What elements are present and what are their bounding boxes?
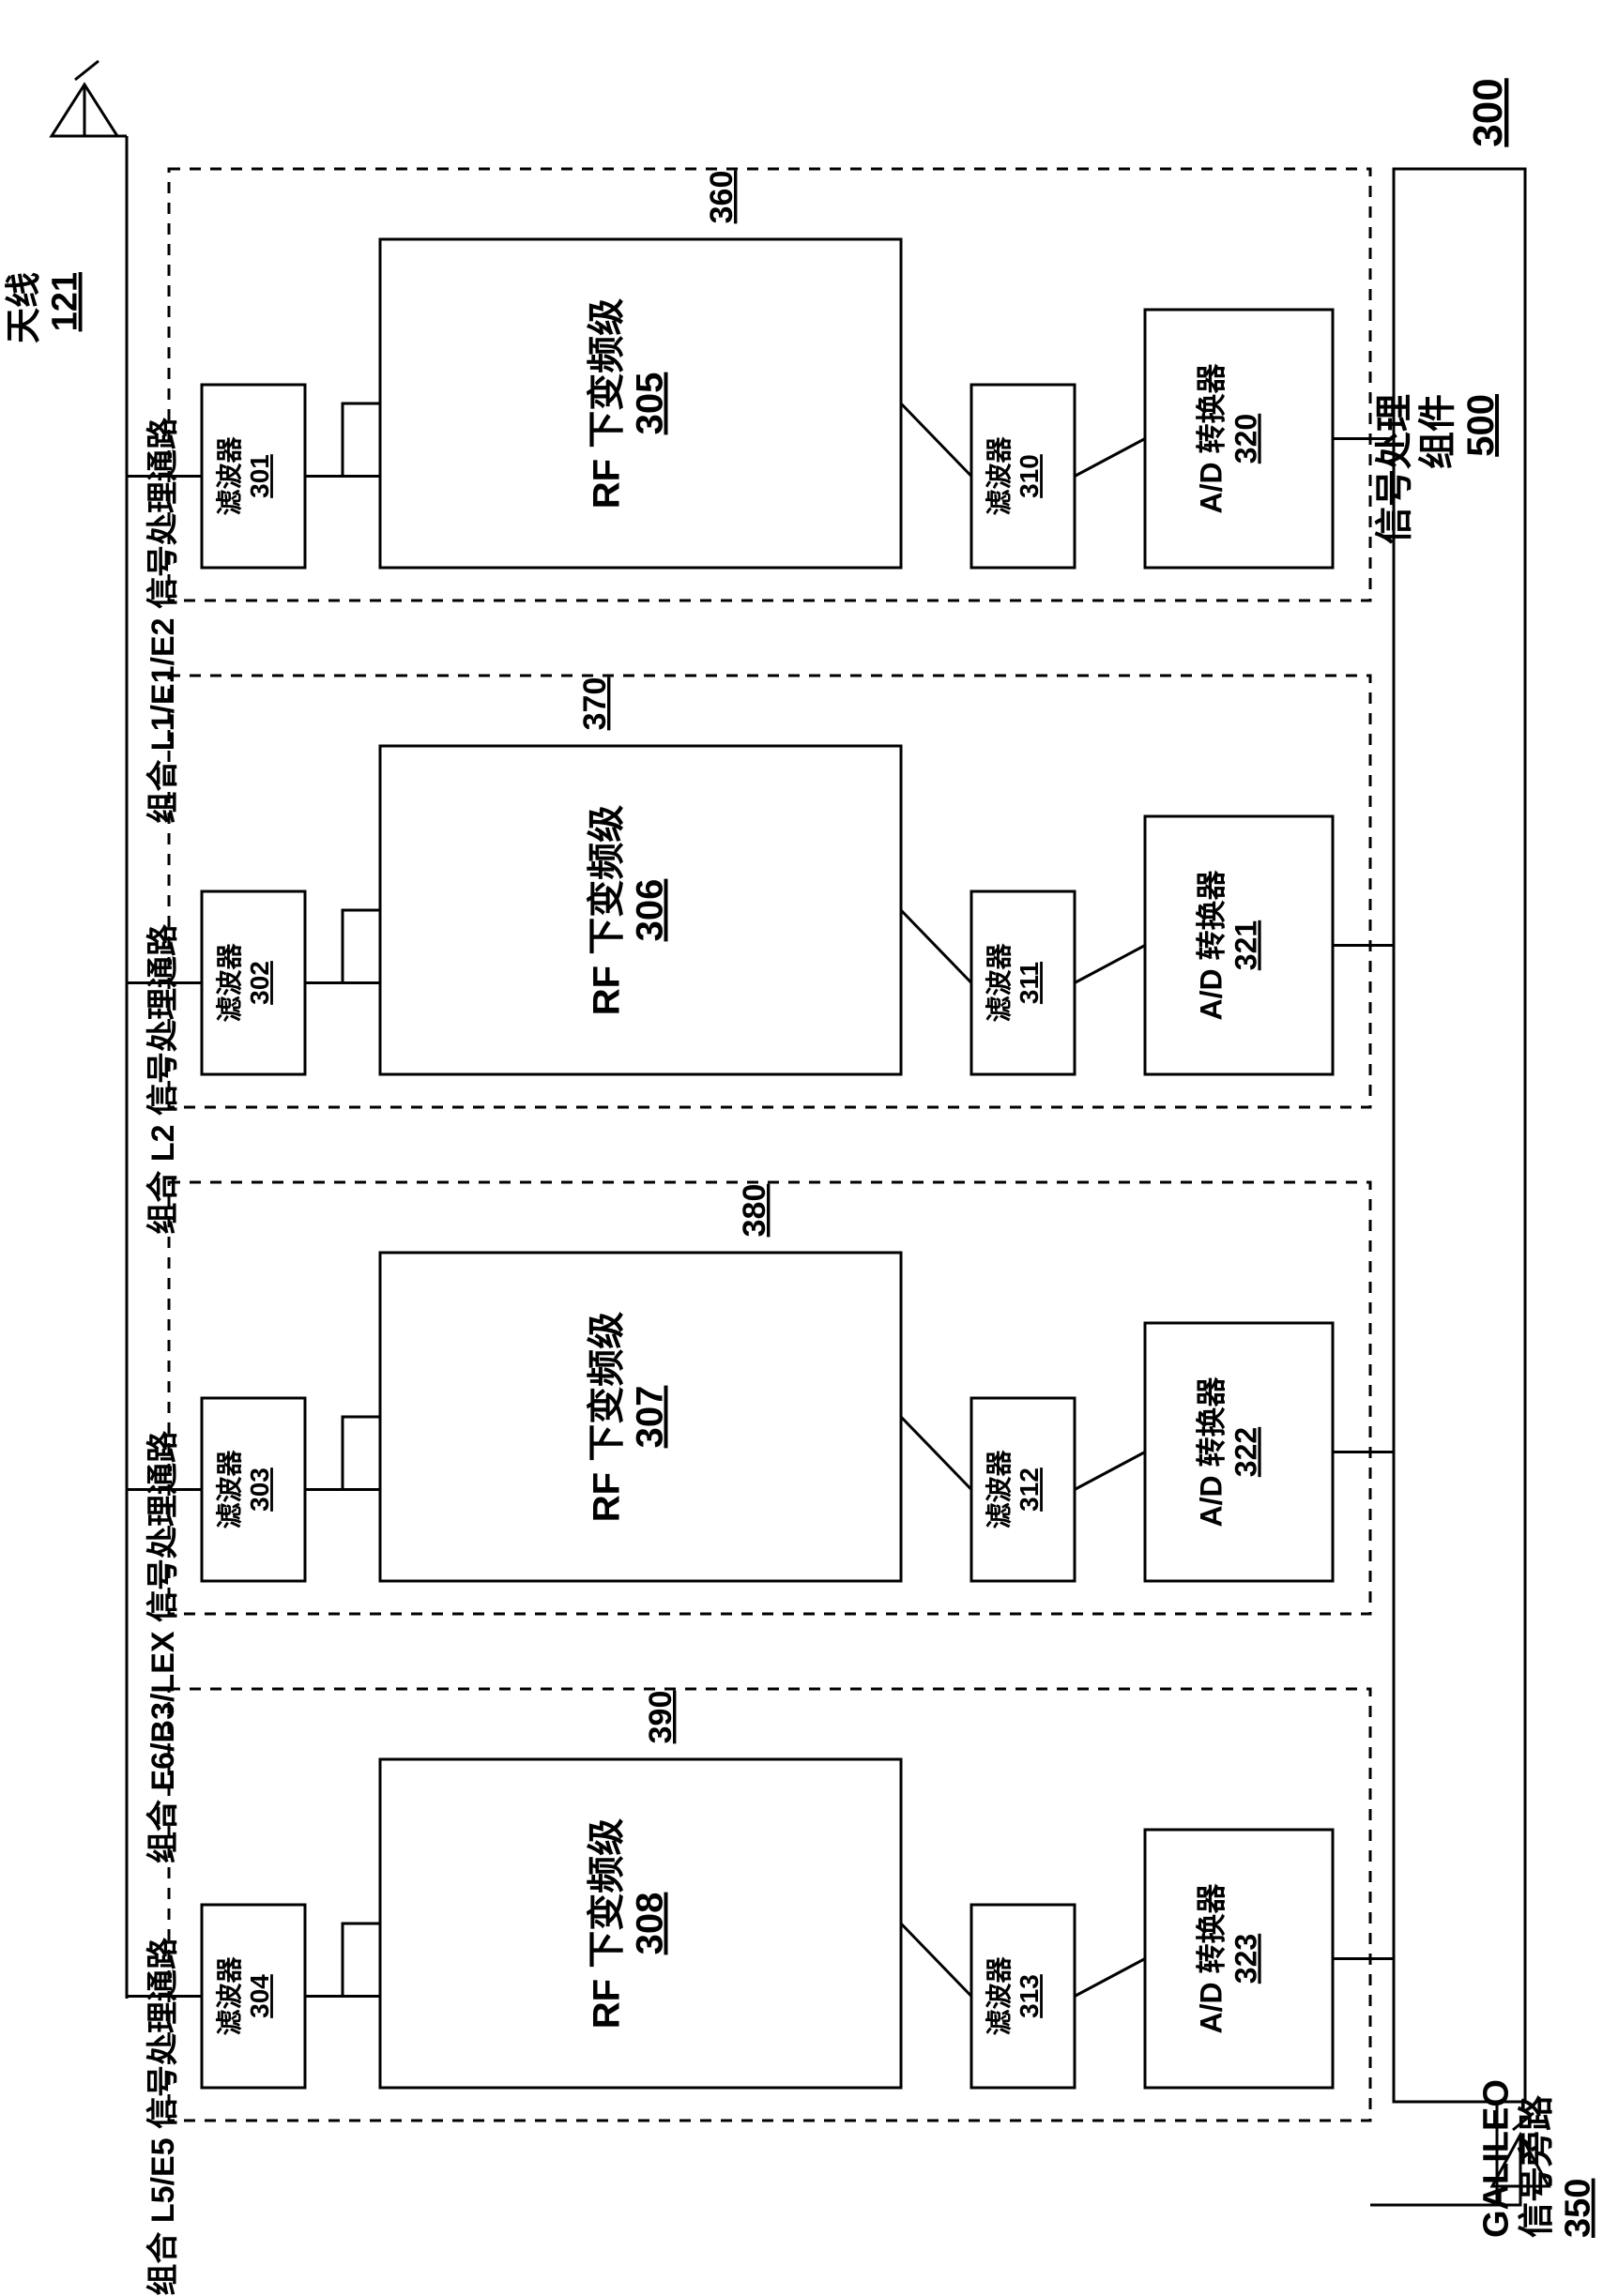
adc-ch1-label: A/D 转换器320 bbox=[1195, 363, 1263, 514]
prefilter-ch2-label: 滤波器302 bbox=[215, 943, 274, 1023]
prefilter-ch3-label: 滤波器303 bbox=[215, 1450, 274, 1529]
channel-ref-ch3: 380 bbox=[737, 1184, 772, 1238]
svg-text:A/D 转换器323: A/D 转换器323 bbox=[1195, 1883, 1263, 2034]
svg-text:GNSS天线121: GNSS天线121 bbox=[0, 272, 85, 373]
postfilter-ch2-label: 滤波器311 bbox=[985, 943, 1044, 1023]
svg-text:RF 下变频级305: RF 下变频级305 bbox=[587, 298, 671, 509]
adc-ch3-label: A/D 转换器322 bbox=[1195, 1376, 1263, 1528]
channel-ch3 bbox=[169, 1182, 1370, 1614]
channel-ch4 bbox=[169, 1689, 1370, 2121]
svg-text:360: 360 bbox=[704, 171, 740, 224]
svg-text:RF 下变频级307: RF 下变频级307 bbox=[587, 1312, 671, 1522]
svg-text:组合 L5/E5 信号处理通路: 组合 L5/E5 信号处理通路 bbox=[145, 1937, 181, 2296]
signal-processing-label: 信号处理组件500 bbox=[1374, 394, 1502, 544]
channel-label-ch2: 组合 L2 信号处理通路 bbox=[145, 923, 181, 1235]
antenna-label: GNSS天线121 bbox=[0, 272, 85, 373]
svg-text:滤波器303: 滤波器303 bbox=[215, 1450, 274, 1529]
svg-text:滤波器304: 滤波器304 bbox=[215, 1956, 274, 2036]
prefilter-ch4-label: 滤波器304 bbox=[215, 1956, 274, 2036]
channel-ref-ch2: 370 bbox=[577, 677, 613, 731]
svg-text:RF 下变频级308: RF 下变频级308 bbox=[587, 1818, 671, 2029]
prefilter-ch1-label: 滤波器301 bbox=[215, 436, 274, 516]
channel-ch1 bbox=[169, 169, 1370, 601]
svg-text:A/D 转换器321: A/D 转换器321 bbox=[1195, 870, 1263, 1021]
svg-text:A/D 转换器320: A/D 转换器320 bbox=[1195, 363, 1263, 514]
svg-text:信号处理组件500: 信号处理组件500 bbox=[1374, 394, 1502, 544]
channel-ref-ch4: 390 bbox=[643, 1691, 679, 1744]
channel-label-ch1: 组合 L1/E1/E2 信号处理通路 bbox=[145, 417, 181, 824]
adc-ch2-label: A/D 转换器321 bbox=[1195, 870, 1263, 1021]
downconverter-ch4-label: RF 下变频级308 bbox=[587, 1818, 671, 2029]
figure-ref: 300 bbox=[1465, 78, 1511, 146]
svg-text:370: 370 bbox=[577, 677, 613, 731]
adc-ch4-label: A/D 转换器323 bbox=[1195, 1883, 1263, 2034]
svg-text:滤波器301: 滤波器301 bbox=[215, 436, 274, 516]
svg-text:组合 E6/B3/LEX 信号处理通路: 组合 E6/B3/LEX 信号处理通路 bbox=[145, 1430, 181, 1863]
svg-text:滤波器311: 滤波器311 bbox=[985, 943, 1044, 1023]
svg-text:RF 下变频级306: RF 下变频级306 bbox=[587, 805, 671, 1015]
bypass-label: GALILEO信号旁路350 bbox=[1476, 2079, 1597, 2238]
downconverter-ch3-label: RF 下变频级307 bbox=[587, 1312, 671, 1522]
postfilter-ch3-label: 滤波器312 bbox=[985, 1450, 1044, 1529]
svg-text:380: 380 bbox=[737, 1184, 772, 1238]
channel-ref-ch1: 360 bbox=[704, 171, 740, 224]
postfilter-ch4-label: 滤波器313 bbox=[985, 1956, 1044, 2036]
svg-text:GALILEO信号旁路350: GALILEO信号旁路350 bbox=[1476, 2079, 1597, 2238]
svg-text:A/D 转换器322: A/D 转换器322 bbox=[1195, 1376, 1263, 1528]
svg-text:滤波器312: 滤波器312 bbox=[985, 1450, 1044, 1529]
downconverter-ch1-label: RF 下变频级305 bbox=[587, 298, 671, 509]
channel-ch2 bbox=[169, 676, 1370, 1107]
svg-text:滤波器302: 滤波器302 bbox=[215, 943, 274, 1023]
postfilter-ch1-label: 滤波器310 bbox=[985, 436, 1044, 516]
channel-label-ch4: 组合 L5/E5 信号处理通路 bbox=[145, 1937, 181, 2296]
svg-text:组合 L1/E1/E2 信号处理通路: 组合 L1/E1/E2 信号处理通路 bbox=[145, 417, 181, 824]
svg-text:滤波器313: 滤波器313 bbox=[985, 1956, 1044, 2036]
svg-text:滤波器310: 滤波器310 bbox=[985, 436, 1044, 516]
svg-text:300: 300 bbox=[1465, 78, 1511, 146]
svg-text:390: 390 bbox=[643, 1691, 679, 1744]
channel-label-ch3: 组合 E6/B3/LEX 信号处理通路 bbox=[145, 1430, 181, 1863]
downconverter-ch2-label: RF 下变频级306 bbox=[587, 805, 671, 1015]
svg-text:组合 L2 信号处理通路: 组合 L2 信号处理通路 bbox=[145, 923, 181, 1235]
